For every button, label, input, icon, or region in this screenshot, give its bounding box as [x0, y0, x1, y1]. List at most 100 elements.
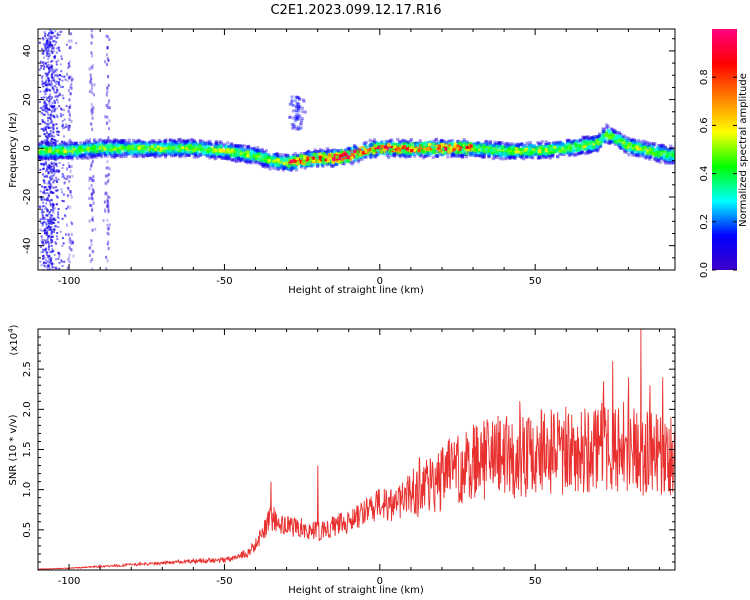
heatmap-cell: [491, 143, 495, 147]
heatmap-cell: [69, 190, 72, 194]
heatmap-cell: [44, 135, 47, 138]
heatmap-cell: [94, 227, 97, 231]
heatmap-cell: [54, 241, 57, 244]
heatmap-cell: [617, 130, 621, 135]
heatmap-cell: [48, 268, 51, 270]
heatmap-cell: [268, 156, 272, 160]
heatmap-cell: [48, 133, 51, 136]
heatmap-cell: [178, 137, 182, 142]
heatmap-cell: [91, 91, 94, 95]
heatmap-cell: [56, 47, 59, 50]
heatmap-cell: [214, 142, 218, 146]
heatmap-cell: [54, 138, 57, 141]
heatmap-cell: [39, 228, 42, 231]
heatmap-cell: [612, 130, 616, 134]
heatmap-cell: [624, 143, 628, 147]
heatmap-cell: [48, 38, 51, 41]
heatmap-cell: [266, 154, 270, 158]
heatmap-cell: [488, 145, 492, 149]
heatmap-cell: [619, 138, 623, 143]
heatmap-cell: [50, 36, 53, 39]
heatmap-cell: [48, 188, 51, 191]
heatmap-cell: [70, 242, 73, 246]
heatmap-cell: [522, 157, 526, 161]
heatmap-cell: [416, 152, 421, 156]
heatmap-cell: [49, 93, 52, 96]
heatmap-cell: [75, 42, 78, 45]
heatmap-cell: [52, 211, 55, 214]
heatmap-cell: [41, 224, 44, 227]
heatmap-cell: [431, 155, 435, 159]
heatmap-cell: [46, 182, 49, 185]
heatmap-cell: [66, 175, 69, 179]
heatmap-cell: [91, 105, 94, 109]
heatmap-cell: [48, 199, 51, 202]
heatmap-cell: [446, 142, 450, 146]
heatmap-cell: [90, 164, 93, 168]
heatmap-cell: [531, 156, 535, 160]
heatmap-cell: [92, 201, 95, 205]
heatmap-cell: [446, 139, 451, 144]
heatmap-cell: [90, 123, 93, 127]
heatmap-cell: [59, 30, 62, 33]
heatmap-cell: [589, 142, 593, 146]
heatmap-cell: [58, 84, 61, 87]
heatmap-cell: [460, 153, 464, 158]
heatmap-cell: [89, 80, 92, 84]
heatmap-cell: [46, 256, 49, 259]
heatmap-cell: [653, 142, 657, 146]
heatmap-cell: [107, 83, 110, 87]
heatmap-cell: [51, 218, 54, 221]
heatmap-cell: [368, 138, 372, 142]
heatmap-cell: [479, 152, 483, 156]
heatmap-cell: [229, 142, 233, 147]
heatmap-cell: [299, 165, 304, 169]
heatmap-cell: [51, 101, 54, 104]
heatmap-cell: [51, 165, 54, 168]
heatmap-cell: [105, 93, 108, 97]
heatmap-cell: [223, 156, 227, 160]
heatmap-cell: [60, 107, 63, 110]
heatmap-cell: [332, 157, 336, 161]
heatmap-cell: [290, 159, 294, 164]
heatmap-cell: [106, 35, 109, 39]
heatmap-cell: [46, 51, 49, 54]
heatmap-cell: [50, 260, 53, 263]
heatmap-cell: [592, 135, 596, 139]
heatmap-cell: [52, 230, 55, 233]
heatmap-cell: [508, 142, 512, 146]
heatmap-cell: [513, 143, 517, 147]
heatmap-cell: [52, 40, 55, 43]
heatmap-cell: [283, 153, 287, 157]
heatmap-cell: [201, 150, 205, 155]
page-title: C2E1.2023.099.12.17.R16: [270, 3, 441, 18]
heatmap-cell: [212, 146, 216, 150]
heatmap-cell: [364, 155, 368, 159]
heatmap-cell: [71, 174, 74, 178]
heatmap-cell: [50, 32, 53, 35]
heatmap-cell: [80, 153, 85, 158]
heatmap-cell: [309, 164, 313, 168]
heatmap-cell: [490, 150, 494, 155]
heatmap-cell: [45, 168, 48, 171]
heatmap-cell: [45, 42, 48, 45]
heatmap-cell: [48, 229, 51, 232]
heatmap-cell: [57, 59, 60, 62]
heatmap-cell: [38, 154, 41, 158]
heatmap-cell: [535, 148, 540, 153]
heatmap-cell: [318, 148, 323, 152]
heatmap-cell: [460, 150, 464, 154]
heatmap-cell: [147, 151, 151, 155]
heatmap-cell: [237, 159, 242, 163]
heatmap-cell: [624, 150, 629, 154]
heatmap-cell: [256, 160, 260, 165]
heatmap-cell: [504, 156, 509, 160]
heatmap-cell: [53, 142, 57, 146]
heatmap-cell: [236, 144, 240, 148]
heatmap-cell: [49, 35, 52, 38]
heatmap-cell: [90, 149, 94, 154]
heatmap-cell: [628, 145, 632, 149]
heatmap-cell: [198, 139, 203, 143]
heatmap-cell: [79, 156, 83, 160]
heatmap-cell: [56, 169, 59, 172]
